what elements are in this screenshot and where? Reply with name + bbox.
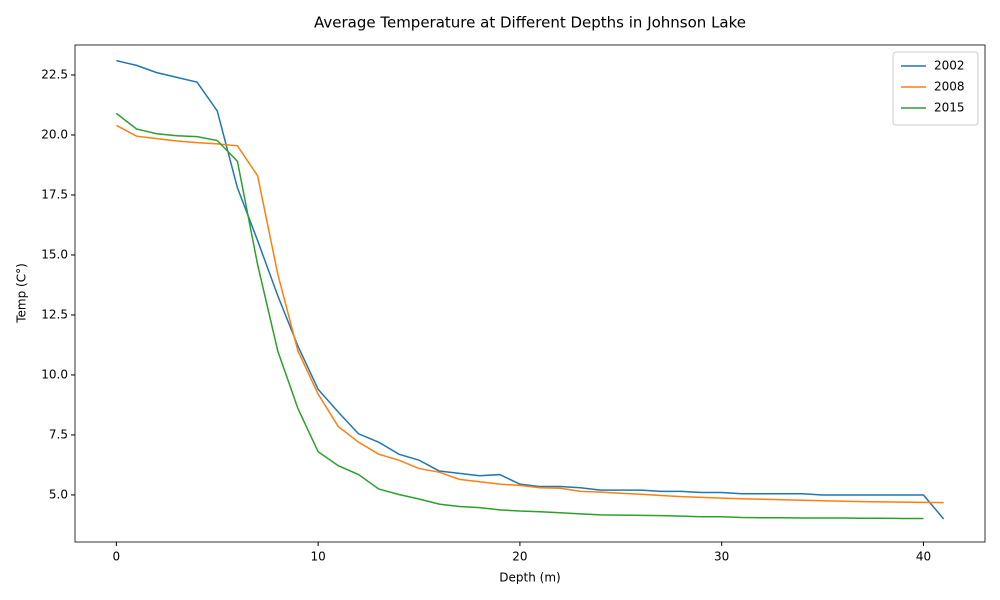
series-line	[115, 112, 924, 520]
y-tick-label: 12.5	[41, 307, 68, 321]
legend-label: 2008	[934, 80, 965, 94]
legend-label: 2015	[934, 101, 965, 115]
legend-box	[892, 51, 979, 126]
plot-frame	[74, 44, 986, 543]
x-tick-label: 20	[512, 550, 527, 564]
series-line	[116, 59, 945, 520]
y-tick-label: 5.0	[49, 487, 68, 501]
series-line	[116, 124, 944, 504]
y-axis-label: Temp (C°)	[15, 263, 29, 324]
y-tick-label: 7.5	[49, 427, 68, 441]
x-tick-label: 40	[916, 550, 931, 564]
legend-label: 2002	[934, 59, 965, 73]
y-tick-label: 22.5	[41, 67, 68, 81]
y-tick-label: 20.0	[41, 127, 68, 141]
y-tick-label: 17.5	[41, 187, 68, 201]
y-tick-label: 10.0	[41, 367, 68, 381]
x-tick-label: 0	[113, 550, 121, 564]
chart-title: Average Temperature at Different Depths …	[314, 14, 746, 32]
x-tick-label: 10	[310, 550, 325, 564]
x-tick-label: 30	[714, 550, 729, 564]
y-tick-label: 15.0	[41, 247, 68, 261]
x-axis-label: Depth (m)	[499, 571, 560, 585]
